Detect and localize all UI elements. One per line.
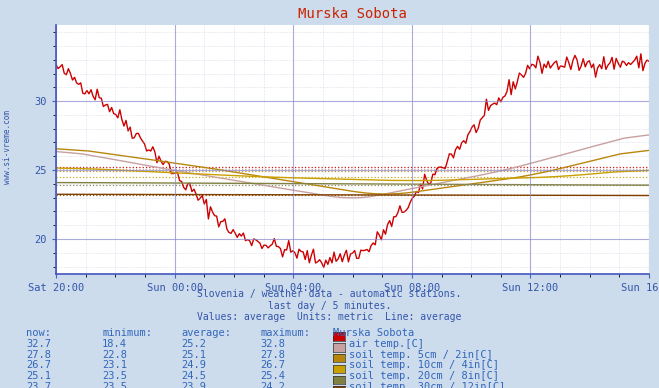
Text: 25.1: 25.1 bbox=[181, 350, 206, 360]
Text: Slovenia / weather data - automatic stations.: Slovenia / weather data - automatic stat… bbox=[197, 289, 462, 299]
Text: 32.7: 32.7 bbox=[26, 339, 51, 349]
Text: soil temp. 20cm / 8in[C]: soil temp. 20cm / 8in[C] bbox=[349, 371, 500, 381]
Text: 26.7: 26.7 bbox=[260, 360, 285, 371]
Text: 25.4: 25.4 bbox=[260, 371, 285, 381]
Text: 24.9: 24.9 bbox=[181, 360, 206, 371]
Title: Murska Sobota: Murska Sobota bbox=[298, 7, 407, 21]
Text: maximum:: maximum: bbox=[260, 328, 310, 338]
Text: minimum:: minimum: bbox=[102, 328, 152, 338]
Text: 22.8: 22.8 bbox=[102, 350, 127, 360]
Text: 18.4: 18.4 bbox=[102, 339, 127, 349]
Text: soil temp. 5cm / 2in[C]: soil temp. 5cm / 2in[C] bbox=[349, 350, 493, 360]
Text: 25.1: 25.1 bbox=[26, 371, 51, 381]
Text: www.si-vreme.com: www.si-vreme.com bbox=[3, 111, 13, 184]
Text: 23.1: 23.1 bbox=[102, 360, 127, 371]
Text: last day / 5 minutes.: last day / 5 minutes. bbox=[268, 301, 391, 311]
Text: Values: average  Units: metric  Line: average: Values: average Units: metric Line: aver… bbox=[197, 312, 462, 322]
Text: 23.9: 23.9 bbox=[181, 382, 206, 388]
Text: Murska Sobota: Murska Sobota bbox=[333, 328, 414, 338]
Text: now:: now: bbox=[26, 328, 51, 338]
Text: average:: average: bbox=[181, 328, 231, 338]
Text: 23.5: 23.5 bbox=[102, 371, 127, 381]
Text: soil temp. 10cm / 4in[C]: soil temp. 10cm / 4in[C] bbox=[349, 360, 500, 371]
Text: 24.5: 24.5 bbox=[181, 371, 206, 381]
Text: 27.8: 27.8 bbox=[260, 350, 285, 360]
Text: 26.7: 26.7 bbox=[26, 360, 51, 371]
Text: 32.8: 32.8 bbox=[260, 339, 285, 349]
Text: soil temp. 30cm / 12in[C]: soil temp. 30cm / 12in[C] bbox=[349, 382, 505, 388]
Text: air temp.[C]: air temp.[C] bbox=[349, 339, 424, 349]
Text: 24.2: 24.2 bbox=[260, 382, 285, 388]
Text: 23.5: 23.5 bbox=[102, 382, 127, 388]
Text: 27.8: 27.8 bbox=[26, 350, 51, 360]
Text: 25.2: 25.2 bbox=[181, 339, 206, 349]
Text: 23.7: 23.7 bbox=[26, 382, 51, 388]
